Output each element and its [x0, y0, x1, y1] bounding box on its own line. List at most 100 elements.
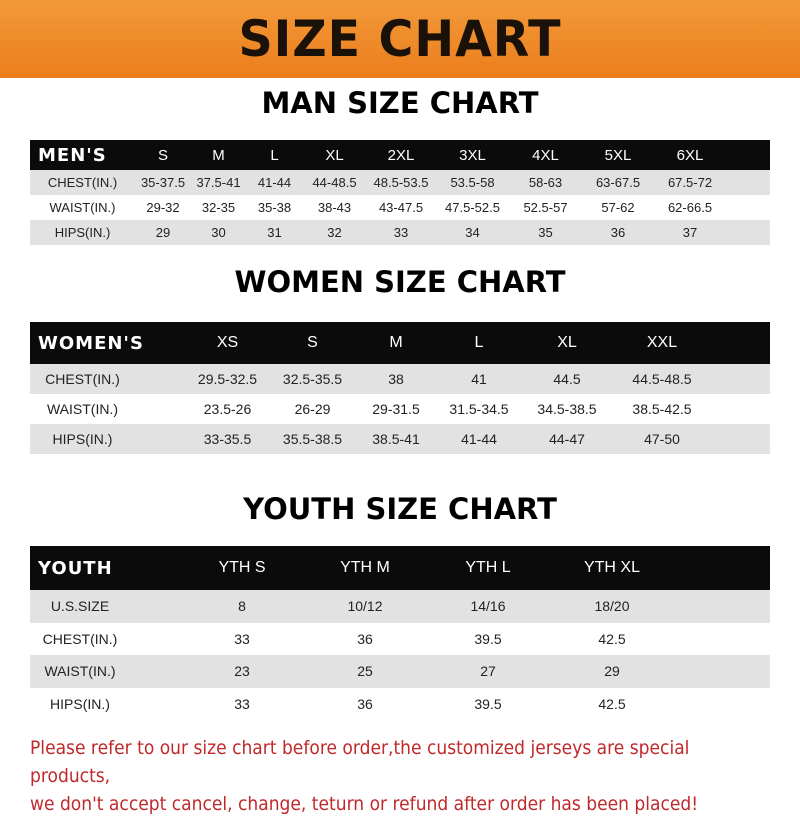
measurement-cell: 29.5-32.5 — [197, 371, 258, 387]
youth-section-title: YOUTH SIZE CHART — [243, 492, 557, 526]
table-row: CHEST(IN.) 29.5-32.5 32.5-35.5 38 41 44.5 44.5… — [30, 364, 770, 394]
page-title: SIZE CHART — [238, 10, 562, 68]
measurement-cell: 18/20 — [594, 598, 630, 615]
measurement-cell: 39.5 — [474, 695, 502, 712]
measurement-cell: 44-47 — [549, 431, 585, 447]
table-row: U.S.SIZE 8 10/12 14/16 18/20 — [30, 590, 770, 623]
measurement-cell: 30 — [211, 225, 226, 240]
banner: SIZE CHART — [0, 0, 800, 78]
women-size-table: WOMEN'S XS S M L XL XXL CHEST(IN.) 29.5-32.5 32.5… — [30, 322, 770, 454]
size-header: YTH M — [340, 559, 390, 576]
size-header: S — [157, 146, 168, 164]
measurement-cell: 32 — [327, 225, 342, 240]
measurement-cell: 10/12 — [347, 598, 383, 615]
measurement-cell: 58-63 — [528, 175, 563, 190]
size-header: XL — [557, 334, 577, 351]
table-row: WAIST(IN.) 23.5-26 26-29 29-31.5 31.5-34.5 34… — [30, 394, 770, 424]
measurement-cell: 34.5-38.5 — [537, 401, 597, 417]
row-label: U.S.SIZE — [50, 598, 110, 615]
measurement-cell: 44.5 — [553, 371, 581, 387]
measurement-cell: 32.5-35.5 — [282, 371, 343, 387]
table-header-label: YOUTH — [38, 557, 113, 579]
size-header: 3XL — [459, 146, 486, 164]
row-label: CHEST(IN.) — [45, 371, 120, 387]
table-row: WAIST(IN.) 29-32 32-35 35-38 38-43 43-47.5 47.… — [30, 195, 770, 220]
size-header: XXL — [646, 334, 678, 351]
size-header: YTH L — [465, 559, 511, 576]
measurement-cell: 27 — [480, 663, 496, 680]
row-label: HIPS(IN.) — [52, 431, 113, 447]
measurement-cell: 33 — [234, 630, 250, 647]
table-row: CHEST(IN.) 33 36 39.5 42.5 — [30, 623, 770, 656]
youth-size-table: YOUTH YTH S YTH M YTH L YTH XL U.S.SIZE 8 10/12… — [30, 546, 770, 720]
measurement-cell: 47.5-52.5 — [445, 200, 500, 215]
women-section-title: WOMEN SIZE CHART — [234, 265, 566, 299]
measurement-cell: 38-43 — [317, 200, 352, 215]
measurement-cell: 33-35.5 — [203, 431, 252, 447]
measurement-cell: 26-29 — [294, 401, 331, 417]
notice-line: we don't accept cancel, change, teturn o… — [30, 793, 699, 815]
measurement-cell: 38 — [388, 371, 404, 387]
row-label: HIPS(IN.) — [50, 695, 110, 712]
size-header: M — [212, 146, 225, 164]
measurement-cell: 35-38 — [257, 200, 292, 215]
measurement-cell: 38.5-42.5 — [632, 401, 692, 417]
measurement-cell: 36 — [357, 630, 373, 647]
size-header: L — [474, 334, 484, 351]
measurement-cell: 53.5-58 — [450, 175, 495, 190]
measurement-cell: 36 — [357, 695, 373, 712]
measurement-cell: 44.5-48.5 — [632, 371, 692, 387]
measurement-cell: 8 — [238, 598, 246, 615]
table-row: HIPS(IN.) 33 36 39.5 42.5 — [30, 688, 770, 721]
measurement-cell: 57-62 — [601, 200, 635, 215]
measurement-cell: 63-67.5 — [595, 175, 641, 190]
measurement-cell: 35-37.5 — [140, 175, 186, 190]
row-label: WAIST(IN.) — [46, 401, 119, 417]
measurement-cell: 29-32 — [146, 200, 180, 215]
size-header: XS — [216, 334, 239, 351]
measurement-cell: 35.5-38.5 — [282, 431, 343, 447]
measurement-cell: 32-35 — [201, 200, 236, 215]
measurement-cell: 43-47.5 — [378, 200, 424, 215]
measurement-cell: 42.5 — [598, 630, 626, 647]
measurement-cell: 31 — [267, 225, 282, 240]
men-section-title: MAN SIZE CHART — [261, 86, 539, 120]
order-notice: Please refer to our size chart before or… — [30, 734, 714, 818]
size-header: 5XL — [604, 146, 632, 164]
size-header: 2XL — [387, 146, 415, 164]
men-size-table: MEN'S S M L XL 2XL 3XL 4XL 5XL 6XL CHEST(IN.) 35-37… — [30, 140, 770, 245]
table-row: WAIST(IN.) 23 25 27 29 — [30, 655, 770, 688]
row-label: CHEST(IN.) — [47, 175, 118, 190]
measurement-cell: 33 — [393, 225, 409, 240]
measurement-cell: 52.5-57 — [523, 200, 568, 215]
table-row: HIPS(IN.) 29 30 31 32 33 34 35 36 37 — [30, 220, 770, 245]
header-row: YOUTH YTH S YTH M YTH L YTH XL — [30, 546, 770, 590]
measurement-cell: 34 — [465, 225, 480, 240]
measurement-cell: 48.5-53.5 — [373, 175, 429, 190]
measurement-cell: 37.5-41 — [196, 175, 241, 190]
measurement-cell: 25 — [357, 663, 373, 680]
size-header: L — [270, 146, 279, 164]
table-header-label: WOMEN'S — [38, 332, 144, 354]
measurement-cell: 42.5 — [598, 695, 626, 712]
measurement-cell: 14/16 — [470, 598, 506, 615]
measurement-cell: 41-44 — [461, 431, 497, 447]
measurement-cell: 47-50 — [644, 431, 680, 447]
measurement-cell: 39.5 — [474, 630, 502, 647]
measurement-cell: 41-44 — [257, 175, 292, 190]
row-label: WAIST(IN.) — [44, 663, 116, 680]
measurement-cell: 33 — [234, 695, 250, 712]
table-row: HIPS(IN.) 33-35.5 35.5-38.5 38.5-41 41-44 44-… — [30, 424, 770, 454]
size-header: S — [307, 334, 318, 351]
measurement-cell: 29 — [155, 225, 171, 240]
measurement-cell: 29-31.5 — [372, 401, 420, 417]
size-header: YTH S — [218, 559, 266, 576]
measurement-cell: 35 — [538, 225, 553, 240]
notice-line: Please refer to our size chart before or… — [30, 737, 690, 787]
size-header: YTH XL — [583, 559, 640, 576]
measurement-cell: 38.5-41 — [372, 431, 420, 447]
measurement-cell: 36 — [610, 225, 626, 240]
measurement-cell: 62-66.5 — [667, 200, 713, 215]
measurement-cell: 37 — [682, 225, 698, 240]
measurement-cell: 31.5-34.5 — [449, 401, 509, 417]
